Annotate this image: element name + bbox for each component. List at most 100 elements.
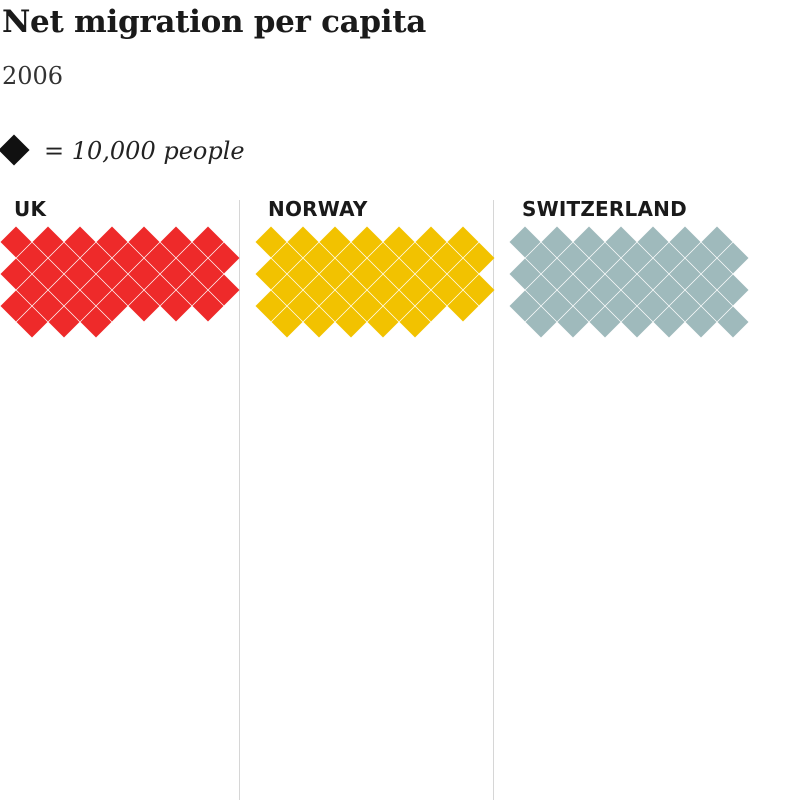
unit-diamond-uk — [32, 226, 64, 258]
unit-diamond-switzerland — [557, 274, 589, 306]
unit-diamond-uk — [16, 274, 48, 306]
unit-diamond-norway — [319, 258, 351, 290]
unit-diamond-uk — [112, 242, 144, 274]
unit-diamond-switzerland — [557, 242, 589, 274]
unit-diamond-uk — [208, 242, 240, 274]
legend-text: = 10,000 people — [44, 137, 245, 165]
unit-diamond-switzerland — [637, 258, 669, 290]
unit-diamond-switzerland — [573, 290, 605, 322]
unit-diamond-switzerland — [669, 290, 701, 322]
unit-diamond-norway — [335, 306, 367, 338]
unit-diamond-uk — [80, 274, 112, 306]
unit-diamond-switzerland — [525, 306, 557, 338]
unit-diamond-norway — [447, 258, 479, 290]
unit-diamond-switzerland — [685, 306, 717, 338]
unit-diamond-switzerland — [509, 290, 541, 322]
unit-diamond-norway — [367, 274, 399, 306]
unit-diamond-uk — [160, 290, 192, 322]
unit-diamond-uk — [0, 290, 32, 322]
unit-diamond-switzerland — [621, 274, 653, 306]
unit-diamond-uk — [32, 258, 64, 290]
unit-diamond-switzerland — [621, 306, 653, 338]
unit-diamond-uk — [16, 306, 48, 338]
unit-diamond-uk — [208, 274, 240, 306]
unit-diamond-switzerland — [685, 242, 717, 274]
unit-diamond-norway — [431, 242, 463, 274]
unit-diamond-switzerland — [717, 242, 749, 274]
unit-diamond-norway — [415, 290, 447, 322]
unit-diamond-uk — [48, 274, 80, 306]
unit-diamond-norway — [463, 274, 495, 306]
unit-diamond-switzerland — [637, 226, 669, 258]
panel-norway: NORWAY — [240, 195, 493, 800]
unit-diamond-switzerland — [605, 258, 637, 290]
panel-label-norway: NORWAY — [268, 197, 368, 221]
unit-diamond-uk — [128, 226, 160, 258]
unit-diamond-switzerland — [573, 258, 605, 290]
unit-diamond-uk — [160, 258, 192, 290]
unit-diamond-uk — [112, 274, 144, 306]
unit-diamond-norway — [447, 290, 479, 322]
unit-diamond-norway — [303, 306, 335, 338]
unit-diamond-switzerland — [701, 290, 733, 322]
unit-diamond-norway — [367, 242, 399, 274]
unit-diamond-switzerland — [685, 274, 717, 306]
unit-diamond-norway — [287, 226, 319, 258]
unit-diamond-switzerland — [605, 290, 637, 322]
unit-diamond-uk — [0, 258, 32, 290]
unit-diamond-uk — [80, 242, 112, 274]
unit-diamond-uk — [64, 226, 96, 258]
unit-diamond-norway — [463, 242, 495, 274]
unit-diamond-switzerland — [669, 258, 701, 290]
unit-diamond-switzerland — [605, 226, 637, 258]
unit-diamond-norway — [367, 306, 399, 338]
panel-label-switzerland: SWITZERLAND — [522, 197, 687, 221]
unit-diamond-switzerland — [589, 242, 621, 274]
unit-diamond-uk — [96, 226, 128, 258]
unit-diamond-norway — [399, 242, 431, 274]
unit-diamond-uk — [176, 242, 208, 274]
panel-label-uk: UK — [14, 197, 47, 221]
unit-diamond-switzerland — [717, 274, 749, 306]
unit-diamond-uk — [160, 226, 192, 258]
panel-divider — [493, 200, 494, 800]
unit-diamond-switzerland — [557, 306, 589, 338]
unit-diamond-norway — [383, 258, 415, 290]
unit-diamond-switzerland — [589, 306, 621, 338]
unit-diamond-uk — [96, 290, 128, 322]
unit-diamond-switzerland — [541, 226, 573, 258]
unit-diamond-norway — [351, 258, 383, 290]
legend: = 10,000 people — [0, 134, 320, 174]
unit-diamond-norway — [271, 242, 303, 274]
unit-diamond-switzerland — [637, 290, 669, 322]
unit-diamond-uk — [48, 242, 80, 274]
unit-diamond-norway — [319, 290, 351, 322]
unit-diamond-norway — [399, 274, 431, 306]
unit-diamond-norway — [383, 226, 415, 258]
unit-diamond-uk — [64, 290, 96, 322]
unit-diamond-uk — [48, 306, 80, 338]
unit-diamond-norway — [431, 274, 463, 306]
unit-diamond-uk — [128, 290, 160, 322]
unit-diamond-uk — [16, 242, 48, 274]
unit-diamond-norway — [271, 306, 303, 338]
unit-diamond-uk — [128, 258, 160, 290]
unit-diamond-switzerland — [573, 226, 605, 258]
unit-diamond-uk — [192, 290, 224, 322]
unit-diamond-uk — [64, 258, 96, 290]
unit-diamond-uk — [0, 226, 32, 258]
unit-diamond-uk — [192, 258, 224, 290]
unit-diamond-switzerland — [653, 306, 685, 338]
unit-diamond-norway — [351, 290, 383, 322]
unit-diamond-norway — [255, 258, 287, 290]
unit-diamond-switzerland — [621, 242, 653, 274]
unit-diamond-uk — [144, 242, 176, 274]
unit-diamond-switzerland — [701, 258, 733, 290]
unit-diamond-uk — [192, 226, 224, 258]
unit-diamond-norway — [351, 226, 383, 258]
unit-diamond-norway — [383, 290, 415, 322]
unit-diamond-switzerland — [541, 258, 573, 290]
unit-diamond-norway — [335, 242, 367, 274]
unit-diamond-norway — [319, 226, 351, 258]
